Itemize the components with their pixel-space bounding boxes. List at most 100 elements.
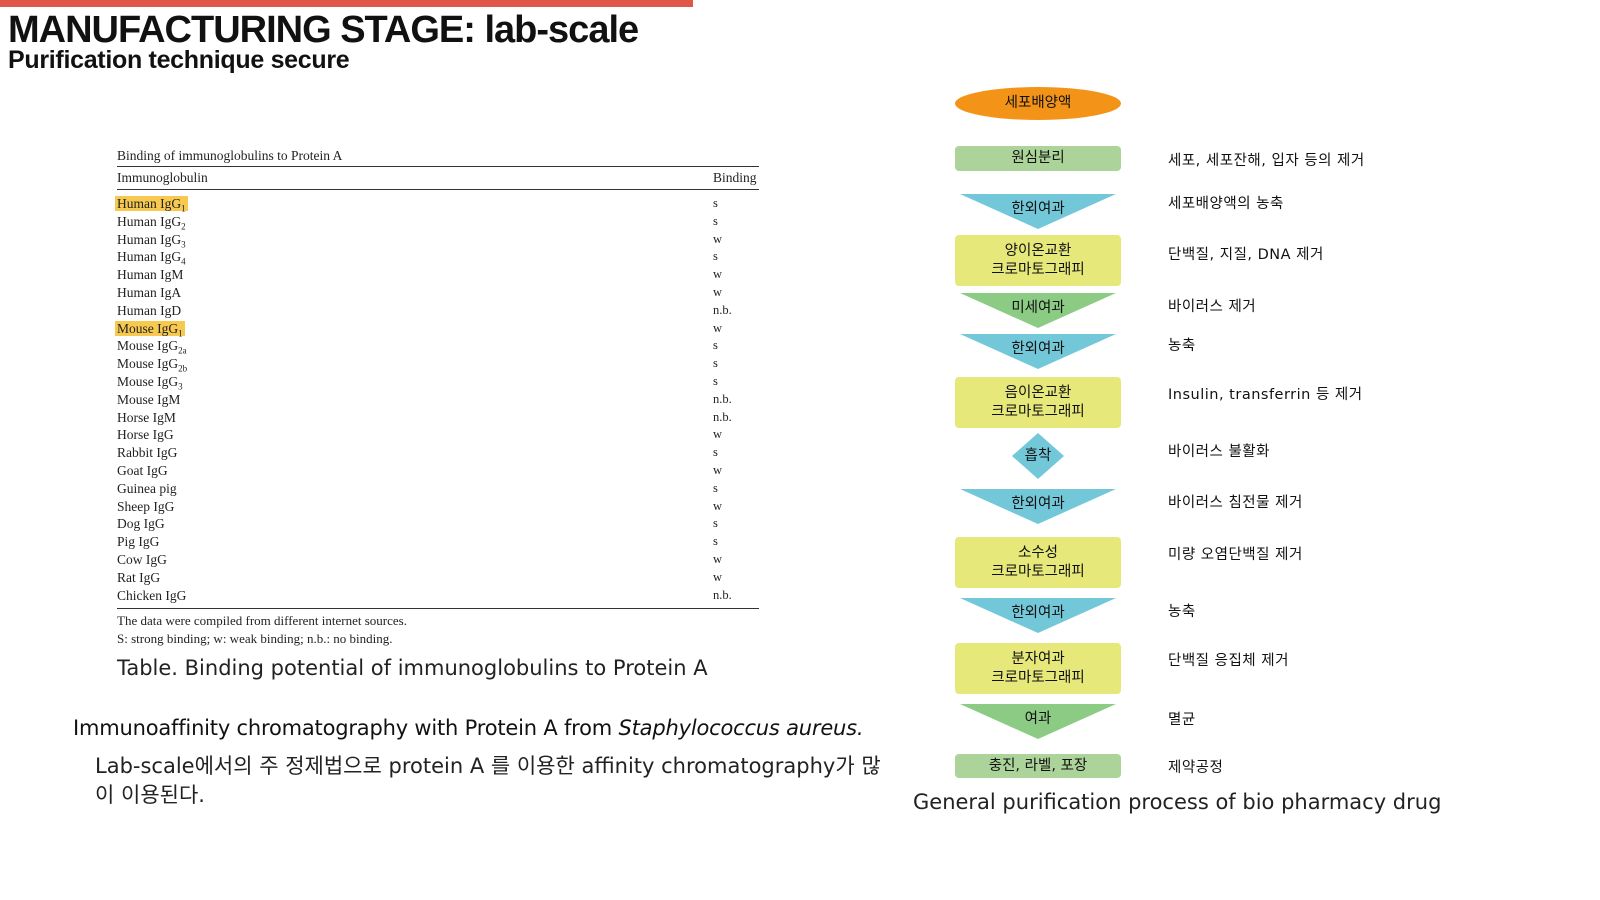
immunoglobulin-cell: Pig IgG <box>117 533 713 551</box>
binding-cell: w <box>713 284 723 299</box>
immunoglobulin-label: Mouse IgG <box>117 320 179 336</box>
immunoglobulin-label: Mouse IgG <box>117 373 179 389</box>
table-row: Rabbit IgG s <box>117 444 759 462</box>
flow-step-description: 농축 <box>1168 338 1196 354</box>
subclass-subscript: 1 <box>178 328 183 339</box>
table-row: Human IgG1 s <box>115 195 759 214</box>
immunoglobulin-name: Human IgA <box>117 285 181 300</box>
immunoglobulin-label: Cow IgG <box>117 551 167 567</box>
flow-step-description: 제약공정 <box>1168 760 1224 776</box>
binding-cell: w <box>713 231 723 246</box>
immunoglobulin-name: Rabbit IgG <box>117 445 177 460</box>
immunoglobulin-name: Human IgG4 <box>117 249 186 267</box>
immunoglobulin-cell: Mouse IgG1 <box>115 320 713 339</box>
subclass-subscript: 3 <box>178 381 183 392</box>
immunoglobulin-label: Mouse IgG <box>117 356 179 372</box>
binding-cell: w <box>713 427 723 442</box>
binding-cell: w <box>713 320 723 335</box>
flow-step-description: 멸균 <box>1168 712 1196 728</box>
binding-cell: w <box>713 498 723 513</box>
binding-table: Binding of immunoglobulins to Protein A … <box>115 146 759 648</box>
flow-step-description: 미량 오염단백질 제거 <box>1168 547 1303 563</box>
binding-cell: s <box>713 534 718 549</box>
binding-cell: s <box>713 516 718 531</box>
flow-step-description: 바이러스 제거 <box>1168 299 1257 315</box>
immunoglobulin-label: Human IgM <box>117 267 184 283</box>
immunoglobulin-cell: Rabbit IgG <box>117 444 713 462</box>
immunoglobulin-label: Sheep IgG <box>117 498 175 514</box>
table-row: Human IgG3 w <box>117 231 759 250</box>
immunoglobulin-cell: Dog IgG <box>117 515 713 533</box>
immunoglobulin-cell: Guinea pig <box>117 480 713 498</box>
flow-step-label: 양이온교환 크로마토그래피 <box>991 242 1085 278</box>
immunoglobulin-name: Pig IgG <box>117 534 159 549</box>
immunoglobulin-name: Human IgG1 <box>115 196 188 214</box>
table-row: Mouse IgG1 w <box>115 320 759 339</box>
table-row: Goat IgG w <box>117 462 759 480</box>
immunoglobulin-label: Human IgG <box>117 196 182 211</box>
immunoglobulin-cell: Mouse IgG3 <box>117 373 713 392</box>
immunoglobulin-name: Mouse IgG2a <box>117 338 187 357</box>
immunoglobulin-label: Goat IgG <box>117 462 168 478</box>
immunoglobulin-cell: Human IgG3 <box>117 231 713 250</box>
immunoglobulin-cell: Human IgD <box>117 302 713 320</box>
immunoaffinity-body: Lab-scale에서의 주 정제법으로 protein A 를 이용한 aff… <box>95 754 881 807</box>
binding-cell: s <box>713 249 718 264</box>
flow-step-description: Insulin, transferrin 등 제거 <box>1168 387 1363 403</box>
flow-step-shape <box>955 146 1121 171</box>
flow-step-description: 단백질, 지질, DNA 제거 <box>1168 247 1324 263</box>
flow-step-shape <box>960 293 1116 328</box>
table-row: Dog IgG s <box>117 515 759 533</box>
flow-step-shape <box>960 489 1116 524</box>
flow-step-label: 한외여과 <box>1011 495 1065 512</box>
immunoglobulin-cell: Mouse IgG2a <box>117 337 713 357</box>
immunoglobulin-label: Rabbit IgG <box>117 445 178 461</box>
flow-step-shape <box>955 643 1121 694</box>
immunoglobulin-cell: Sheep IgG <box>117 498 713 516</box>
flow-step-label: 소수성 크로마토그래피 <box>991 544 1085 580</box>
accent-bar <box>0 0 693 7</box>
flow-step-label: 한외여과 <box>1011 200 1065 217</box>
flow-step-label: 음이온교환 크로마토그래피 <box>991 384 1085 420</box>
flow-step-shape <box>960 704 1116 739</box>
immunoglobulin-name: Cow IgG <box>117 552 167 567</box>
immunoglobulin-name: Dog IgG <box>117 516 165 531</box>
immunoaffinity-heading: Immunoaffinity chromatography with Prote… <box>73 716 864 740</box>
flow-step-label: 여과 <box>1024 710 1052 727</box>
immunoglobulin-cell: Human IgA <box>117 284 713 302</box>
flow-step-description: 바이러스 침전물 제거 <box>1168 495 1303 511</box>
immunoglobulin-cell: Cow IgG <box>117 551 713 569</box>
immunoglobulin-cell: Rat IgG <box>117 569 713 587</box>
table-row: Mouse IgG2b s <box>117 355 759 374</box>
flow-step-description: 세포배양액의 농축 <box>1168 196 1284 212</box>
flow-step-description: 세포, 세포잔해, 입자 등의 제거 <box>1168 153 1365 169</box>
immunoglobulin-name: Guinea pig <box>117 481 177 496</box>
binding-cell: s <box>713 338 718 353</box>
immunoglobulin-label: Dog IgG <box>117 516 165 532</box>
flow-step-label: 세포배양액 <box>1004 95 1072 111</box>
subclass-subscript: 1 <box>181 203 186 214</box>
table-row: Guinea pig s <box>117 480 759 498</box>
binding-cell: w <box>713 569 723 584</box>
immunoglobulin-label: Human IgD <box>117 302 182 318</box>
table-row: Chicken IgG n.b. <box>117 587 759 605</box>
page-title: MANUFACTURING STAGE: lab-scale <box>8 9 639 51</box>
binding-cell: w <box>713 462 723 477</box>
flow-step-shape <box>955 87 1121 120</box>
table-caption: Table. Binding potential of immunoglobul… <box>117 656 708 680</box>
flow-step-shape <box>955 754 1121 778</box>
immunoglobulin-label: Chicken IgG <box>117 587 187 603</box>
table-row: Sheep IgG w <box>117 498 759 516</box>
table-header: Immunoglobulin Binding <box>117 167 759 190</box>
binding-cell: n.b. <box>713 587 732 602</box>
immunoglobulin-cell: Human IgG2 <box>117 213 713 232</box>
flowchart-caption: General purification process of bio phar… <box>913 790 1442 814</box>
table-row: Mouse IgM n.b. <box>117 391 759 409</box>
table-row: Mouse IgG2a s <box>117 337 759 357</box>
immunoglobulin-label: Guinea pig <box>117 480 177 496</box>
table-row: Cow IgG w <box>117 551 759 569</box>
immunoglobulin-label: Mouse IgG <box>117 338 179 354</box>
page-subtitle: Purification technique secure <box>8 46 350 74</box>
subclass-subscript: 2a <box>178 346 187 357</box>
